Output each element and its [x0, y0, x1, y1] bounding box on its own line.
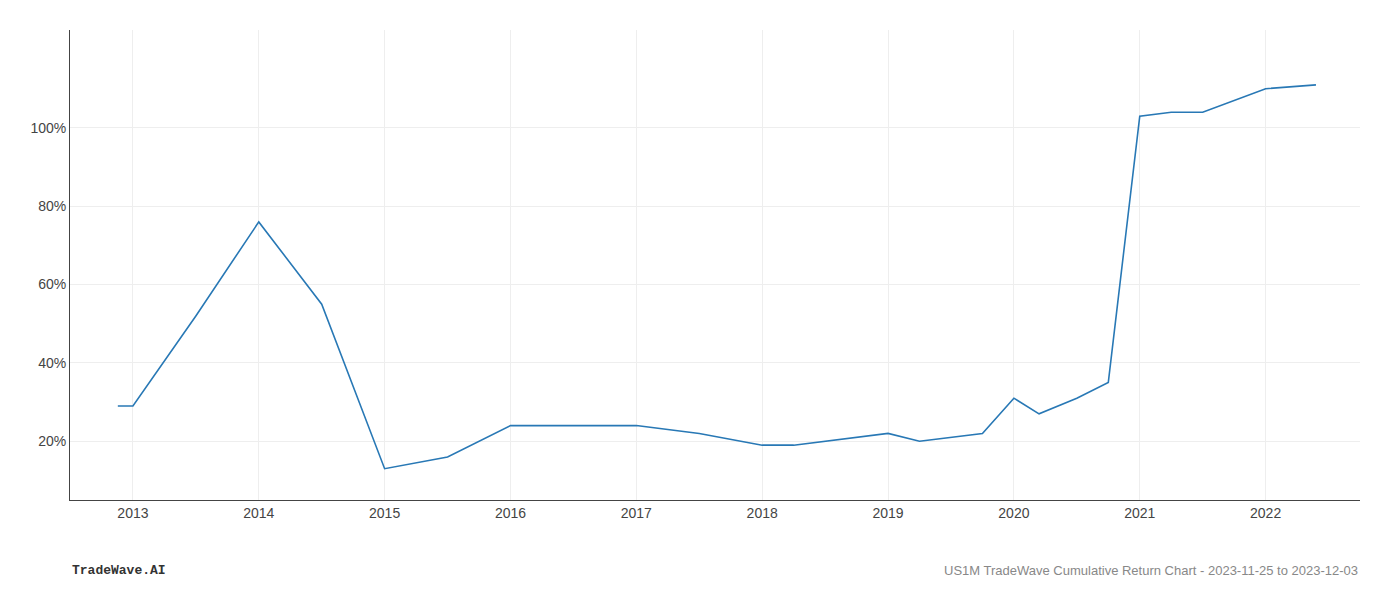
svg-text:2014: 2014 — [243, 505, 274, 521]
svg-text:80%: 80% — [38, 198, 66, 214]
svg-text:2019: 2019 — [872, 505, 903, 521]
svg-text:2018: 2018 — [747, 505, 778, 521]
svg-text:2022: 2022 — [1250, 505, 1281, 521]
svg-text:2015: 2015 — [369, 505, 400, 521]
svg-text:20%: 20% — [38, 433, 66, 449]
svg-text:2013: 2013 — [117, 505, 148, 521]
svg-text:40%: 40% — [38, 355, 66, 371]
svg-text:2021: 2021 — [1124, 505, 1155, 521]
svg-text:2020: 2020 — [998, 505, 1029, 521]
svg-text:100%: 100% — [30, 120, 66, 136]
svg-text:TradeWave.AI: TradeWave.AI — [72, 563, 166, 578]
svg-text:2016: 2016 — [495, 505, 526, 521]
svg-text:2017: 2017 — [621, 505, 652, 521]
svg-text:US1M TradeWave Cumulative Retu: US1M TradeWave Cumulative Return Chart -… — [944, 563, 1358, 578]
svg-text:60%: 60% — [38, 276, 66, 292]
